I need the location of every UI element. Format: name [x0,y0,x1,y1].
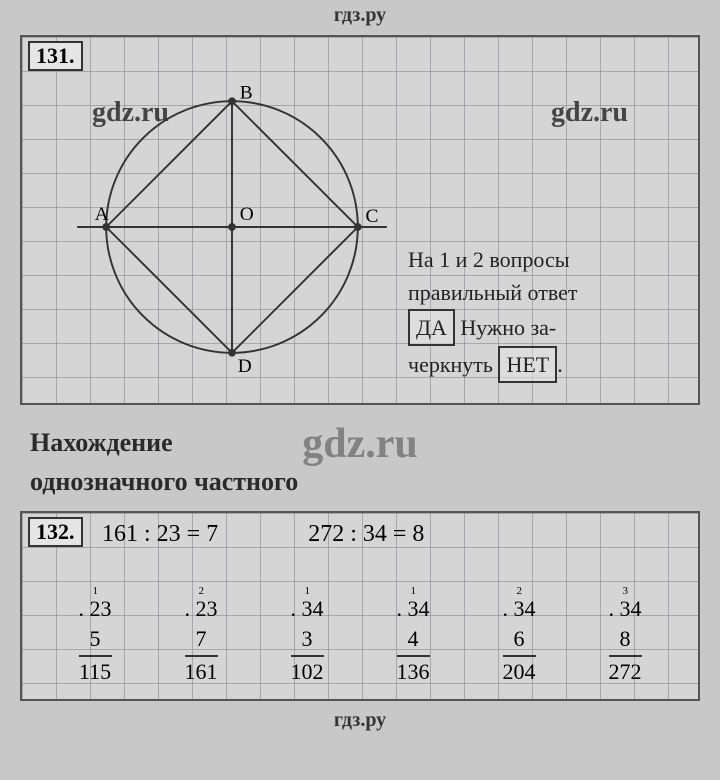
mult-result: 272 [609,657,642,687]
mult-result: 161 [185,657,218,687]
svg-text:B: B [240,82,253,103]
mult-multiplier: 8 [609,624,642,658]
mult-multiplier: 3 [291,624,324,658]
mult-top: 134 [397,594,430,624]
svg-text:A: A [95,204,109,225]
mult-multiplier: 7 [185,624,218,658]
mult-block: 1235115 [79,594,112,687]
exercise-132-label: 132. [28,517,83,547]
mult-carry: 1 [305,584,311,599]
answer-mid: Нужно за- [460,315,556,340]
mult-top: 334 [609,594,642,624]
answer-line2a: черкнуть [408,352,493,377]
mult-top: 123 [79,594,112,624]
mult-multiplier: 5 [79,624,112,658]
mult-result: 115 [79,657,112,687]
mult-block: 3348272 [609,594,642,687]
mult-carry: 1 [411,584,417,599]
svg-text:D: D [238,356,252,377]
exercise-131-label: 131. [28,41,83,71]
mult-carry: 3 [623,584,629,599]
equation-2: 272 : 34 = 8 [308,521,424,548]
mult-multiplier: 4 [397,624,430,658]
answer-box-da: ДА [408,309,455,346]
answer-box-net: НЕТ [498,346,557,383]
answer-text-131: На 1 и 2 вопросы правильный ответ ДА Нуж… [408,243,678,383]
mult-result: 102 [291,657,324,687]
watermark-center: gdz.ru [302,420,418,468]
page-header: гдз.ру [0,0,720,27]
answer-dot: . [557,352,563,377]
exercise-132-panel: 132. 161 : 23 = 7 272 : 34 = 8 123511522… [20,511,700,701]
mult-block: 2237161 [185,594,218,687]
mult-multiplier: 6 [503,624,536,658]
page-footer: гдз.ру [0,709,720,732]
mult-result: 204 [503,657,536,687]
circle-diagram: A B C D O [62,77,402,377]
mult-block: 1344136 [397,594,430,687]
multiplication-row: 1235115223716113431021344136234620433482… [42,594,678,687]
mult-result: 136 [397,657,430,687]
mult-block: 1343102 [291,594,324,687]
answer-line1b: правильный ответ [408,280,578,305]
mult-carry: 1 [93,584,99,599]
exercise-131-panel: 131. gdz.ru gdz.ru A B C D O На 1 и 2 во… [20,35,700,405]
equation-row: 161 : 23 = 7 272 : 34 = 8 [102,521,424,548]
mult-top: 223 [185,594,218,624]
mult-carry: 2 [199,584,205,599]
mult-top: 234 [503,594,536,624]
mult-carry: 2 [517,584,523,599]
watermark-top-right: gdz.ru [551,97,628,129]
mult-top: 134 [291,594,324,624]
answer-line1a: На 1 и 2 вопросы [408,247,570,272]
mult-block: 2346204 [503,594,536,687]
svg-text:C: C [366,206,379,227]
equation-1: 161 : 23 = 7 [102,521,218,548]
svg-text:O: O [240,204,254,225]
section-title-line1: Нахождение [30,428,173,457]
section-title-line2: однозначного частного [30,467,298,496]
